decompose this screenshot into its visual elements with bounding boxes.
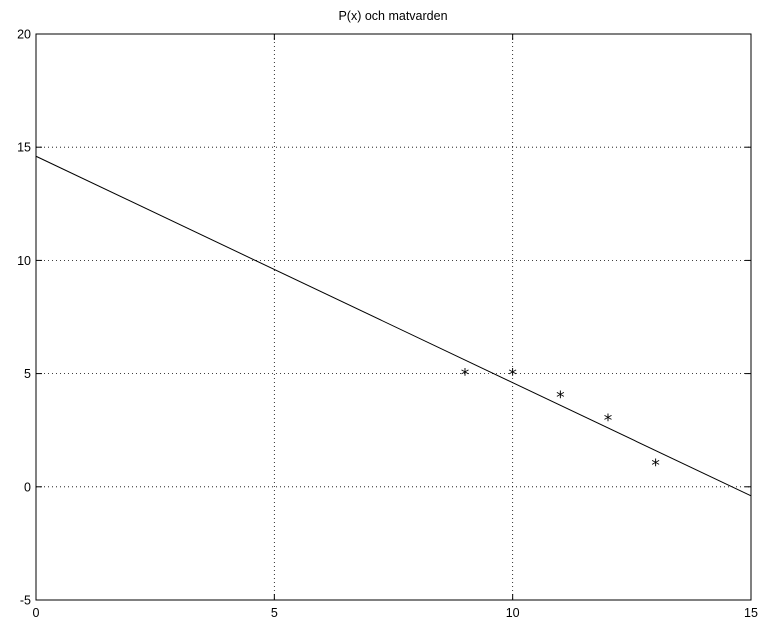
x-tick-label: 15 (744, 606, 758, 620)
plot-frame (35, 33, 752, 601)
data-point: * (651, 456, 661, 476)
y-tick-label: 15 (17, 141, 31, 155)
fit-line (35, 155, 752, 497)
y-tick-label: -5 (20, 594, 31, 608)
x-tick-label: 0 (33, 606, 40, 620)
y-tick-label: 20 (17, 28, 31, 42)
data-point: * (508, 366, 518, 386)
series-layer: * * * * * (35, 155, 752, 497)
data-point: * (603, 411, 613, 431)
x-tick-label: 10 (506, 606, 520, 620)
grid (36, 34, 751, 600)
chart-title: P(x) och matvarden (338, 9, 447, 23)
y-tick-label: 10 (17, 254, 31, 268)
data-point: * (555, 388, 565, 408)
data-point: * (460, 366, 470, 386)
x-tick-label: 5 (271, 606, 278, 620)
y-tick-label: 5 (24, 367, 31, 381)
y-tick-label: 0 (24, 480, 31, 494)
ticks (35, 33, 752, 601)
